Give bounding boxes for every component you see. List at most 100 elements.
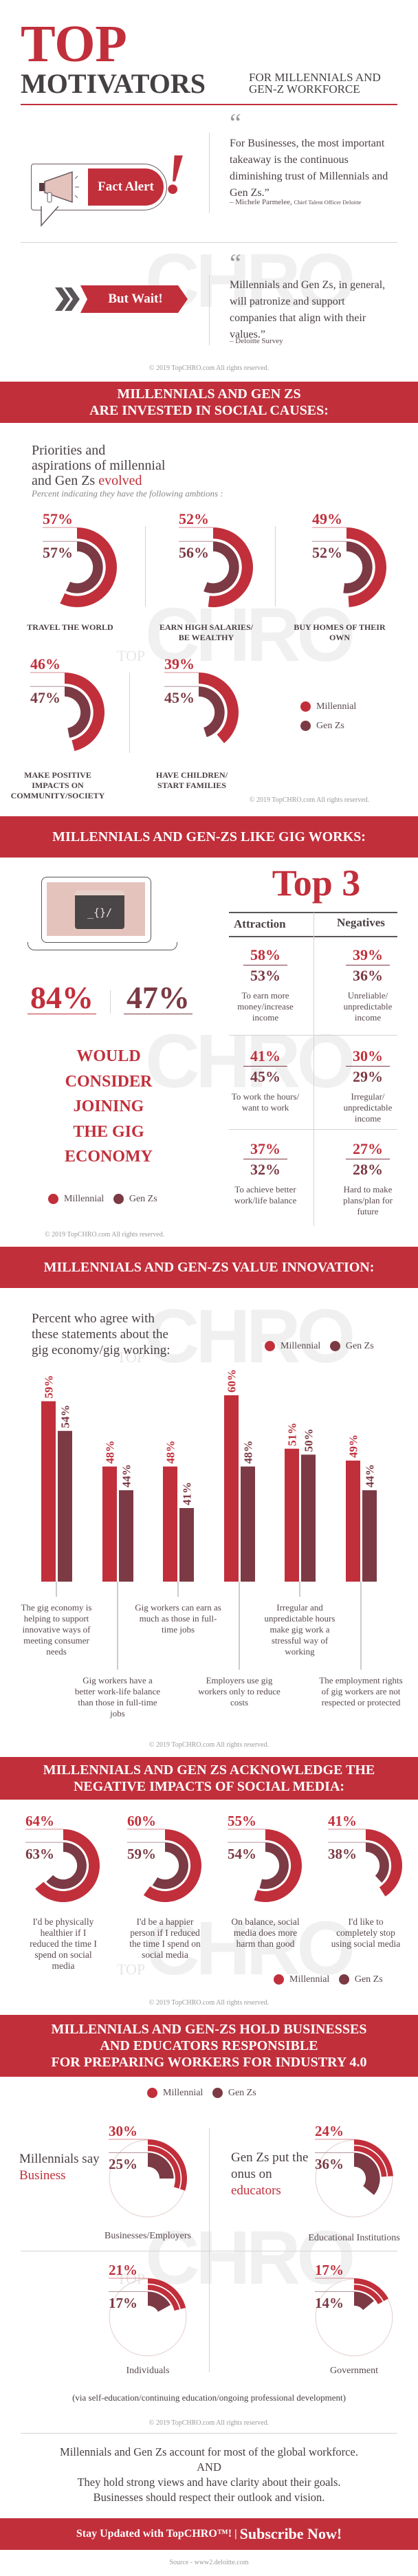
subscribe-now-link[interactable]: Subscribe Now! [239,2525,342,2542]
speech-bubble [31,164,167,210]
attraction-label: To earn more money/increase income [237,990,294,1023]
industry-note: (via self-education/continuing education… [72,2392,346,2403]
col-header-negatives: Negatives [337,916,385,929]
millennial-bar [224,1395,239,1582]
genz-percent: 47% [30,689,60,707]
negative-millennial-percent: 27% [346,1142,390,1159]
callout-highlight: educators [231,2183,281,2198]
millennial-percent: 21% [109,2262,138,2278]
quote-mark-icon: “ [230,109,241,138]
intro-line: and Gen Zs [32,473,99,488]
but-wait-label: But Wait! [108,292,163,306]
genz-bar [241,1466,255,1582]
category-label: Irregular and unpredictable hours make g… [264,1602,336,1657]
legend: Millennial Gen Zs [147,2088,263,2099]
banner-line: MILLENNIALS AND GEN-ZS LIKE GIG WORKS: [52,829,366,844]
exclamation-icon: ! [164,142,186,206]
legend-label: Gen Zs [354,1974,383,1985]
millennial-percent: 55% [228,1813,256,1829]
banner-line: NEGATIVE IMPACTS OF SOCIAL MEDIA: [73,1779,345,1794]
section-banner-industry: MILLENNIALS AND GEN-ZS HOLD BUSINESSES A… [0,2015,418,2077]
statement-label: I'd be a happier person if I reduced the… [129,1917,201,1960]
copyright: © 2019 TopCHRO.com All rights reserved. [249,796,370,804]
genz-bar-label: 48% [242,1441,255,1464]
gig-statement: WOULD CONSIDER JOINING THE GIG ECONOMY [40,1044,177,1170]
millennial-bar-label: 49% [347,1434,360,1458]
title-motivators: MOTIVATORS [21,68,206,99]
author-role: Chief Talent Officer Deloitte [294,199,362,206]
banner-line: ARE INVESTED IN SOCIAL CAUSES: [89,403,329,418]
callout-highlight: Business [19,2168,66,2183]
callout-text: Gen Zs put the onus on [231,2150,309,2181]
statement-line: WOULD [76,1047,141,1065]
legend-millennial-swatch [300,701,311,712]
genz-percent: 57% [43,544,73,562]
legend: Millennial Gen Zs [274,1974,390,1985]
divider [209,275,210,345]
statement-line: ECONOMY [65,1148,153,1166]
ambition-label: HAVE CHILDREN/ START FAMILIES [155,770,228,790]
millennial-percent: 57% [43,510,73,527]
millennial-bar [285,1448,299,1582]
millennial-bar-label: 60% [226,1369,239,1393]
ambition-label: EARN HIGH SALARIES/ BE WEALTHY [159,622,254,642]
divider [21,2433,397,2434]
responsibility-label: Individuals [126,2366,170,2376]
banner-line: AND EDUCATORS RESPONSIBLE [100,2038,318,2053]
legend-genz-swatch [212,2088,223,2099]
legend-genz-swatch [338,1974,349,1985]
statement-line: CONSIDER [65,1072,153,1091]
category-label: Gig workers can earn as much as those in… [135,1602,221,1635]
divider [21,242,397,243]
legend-label: Millennial [316,701,357,712]
copyright: © 2019 TopCHRO.com All rights reserved. [148,1741,270,1749]
millennial-bar-label: 59% [43,1375,56,1399]
legend-label: Gen Zs [228,2088,256,2098]
legend-label: Gen Zs [345,1341,374,1351]
genz-percent: 52% [312,544,342,562]
genz-percent: 45% [164,689,195,707]
section-banner-gig: MILLENNIALS AND GEN-ZS LIKE GIG WORKS: [0,816,418,858]
attraction-genz-percent: 32% [250,1161,280,1178]
genz-bar [58,1430,72,1582]
genz-bar-label: 50% [302,1428,316,1452]
banner-line: FOR PREPARING WORKERS FOR INDUSTRY 4.0 [51,2055,367,2070]
category-label: The employment rights of gig workers are… [319,1675,403,1707]
chart-heading: Percent who agree with these statements … [32,1311,170,1358]
category-label: Gig workers have a better work-life bala… [74,1675,161,1718]
closing-line: Millennials and Gen Zs account for most … [60,2445,358,2458]
legend-label: Millennial [289,1974,330,1985]
legend-label: Gen Zs [129,1194,157,1204]
title-top: TOP [21,15,127,73]
legend-millennial-swatch [147,2088,157,2099]
big-millennial-percent: 84% [28,982,96,1014]
big-genz-percent: 47% [124,982,192,1014]
col-header-attraction: Attraction [234,917,286,930]
subtitle: FOR MILLENNIALS AND GEN-Z WORKFORCE [249,72,381,95]
quote-text: Millennials and Gen Zs, in general, will… [230,279,386,340]
quote-text: For Businesses, the most important takea… [230,138,388,199]
subscribe-banner[interactable]: Stay Updated with TopCHRO™! | Subscribe … [0,2518,418,2550]
responsibility-label: Educational Institutions [308,2233,400,2243]
legend-label: Gen Zs [316,721,344,731]
genz-bar [301,1454,316,1582]
subscribe-text: Stay Updated with TopCHRO™! | [76,2528,237,2540]
attraction-millennial-percent: 41% [243,1049,287,1067]
legend-label: Millennial [163,2088,204,2098]
genz-percent: 38% [328,1846,357,1863]
category-label: The gig economy is helping to support in… [21,1602,92,1657]
legend-label: Millennial [280,1341,321,1351]
section-note: Percent indicating they have the followi… [32,488,223,499]
genz-bar [119,1490,133,1582]
divider [145,526,146,607]
section-banner-innovation: MILLENNIALS AND GEN-ZS VALUE INNOVATION: [0,1247,418,1288]
millennial-percent: 24% [315,2123,344,2139]
genz-percent: 14% [315,2295,344,2312]
millennial-percent: 52% [179,510,209,527]
fact-alert-label: Fact Alert [88,168,164,206]
copyright: © 2019 TopCHRO.com All rights reserved. [148,1999,270,2007]
table-divider [229,1035,397,1036]
legend-genz-swatch [329,1341,340,1352]
banner-line: MILLENNIALS AND GEN-ZS HOLD BUSINESSES [51,2022,367,2037]
millennial-percent: 39% [164,655,195,673]
